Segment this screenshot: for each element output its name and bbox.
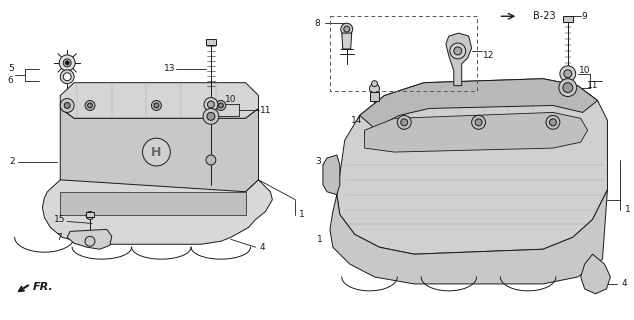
Circle shape — [152, 100, 162, 110]
Text: 3: 3 — [315, 157, 321, 166]
Polygon shape — [342, 33, 352, 49]
Polygon shape — [337, 79, 607, 254]
Text: 12: 12 — [483, 52, 494, 60]
Text: 2: 2 — [10, 157, 15, 166]
Circle shape — [450, 43, 466, 59]
Text: B-23: B-23 — [533, 11, 556, 21]
Circle shape — [398, 116, 411, 129]
Circle shape — [550, 119, 557, 126]
Text: FR.: FR. — [32, 282, 53, 292]
Polygon shape — [359, 79, 597, 128]
Circle shape — [207, 112, 215, 120]
Polygon shape — [563, 16, 573, 22]
Text: 11: 11 — [260, 106, 271, 115]
Circle shape — [64, 102, 70, 108]
Circle shape — [63, 73, 71, 81]
Circle shape — [560, 66, 576, 82]
Circle shape — [341, 23, 353, 35]
Text: 10: 10 — [579, 66, 590, 75]
Circle shape — [87, 103, 93, 108]
Circle shape — [546, 116, 560, 129]
Circle shape — [85, 236, 95, 246]
Circle shape — [60, 99, 74, 112]
Circle shape — [85, 100, 95, 110]
Polygon shape — [323, 155, 340, 195]
Polygon shape — [581, 254, 611, 294]
Circle shape — [454, 47, 462, 55]
Text: 4: 4 — [621, 279, 627, 288]
Circle shape — [204, 98, 218, 111]
Text: 7: 7 — [56, 233, 62, 242]
Polygon shape — [370, 92, 380, 100]
Circle shape — [344, 26, 350, 32]
Text: 13: 13 — [164, 64, 175, 73]
Circle shape — [63, 59, 71, 67]
Polygon shape — [42, 180, 273, 244]
Text: 1: 1 — [317, 235, 323, 244]
Text: 11: 11 — [587, 81, 598, 90]
Circle shape — [207, 101, 214, 108]
Circle shape — [143, 138, 171, 166]
Polygon shape — [60, 83, 259, 118]
Circle shape — [154, 103, 159, 108]
Text: 5: 5 — [8, 64, 13, 73]
Circle shape — [203, 108, 219, 124]
Circle shape — [59, 55, 75, 71]
Polygon shape — [330, 190, 607, 284]
Text: H: H — [152, 146, 162, 159]
Circle shape — [218, 103, 223, 108]
Polygon shape — [206, 39, 216, 45]
Circle shape — [564, 70, 572, 78]
Circle shape — [475, 119, 482, 126]
Polygon shape — [365, 112, 588, 152]
Text: 6: 6 — [8, 76, 13, 85]
Polygon shape — [60, 192, 245, 214]
Text: 4: 4 — [260, 243, 265, 252]
Text: 15: 15 — [53, 215, 65, 224]
Circle shape — [563, 83, 573, 92]
Polygon shape — [60, 108, 259, 192]
Circle shape — [65, 61, 69, 65]
Polygon shape — [446, 33, 472, 86]
Text: 8: 8 — [314, 19, 320, 28]
Text: 1: 1 — [625, 205, 631, 214]
Circle shape — [372, 81, 377, 87]
Text: 10: 10 — [225, 95, 236, 104]
Circle shape — [472, 116, 486, 129]
Circle shape — [370, 84, 380, 93]
Circle shape — [86, 212, 94, 220]
Text: 1: 1 — [299, 210, 305, 219]
Circle shape — [216, 100, 226, 110]
Text: 14: 14 — [351, 116, 363, 125]
Circle shape — [401, 119, 408, 126]
Circle shape — [206, 155, 216, 165]
Circle shape — [559, 79, 577, 97]
Polygon shape — [86, 212, 94, 218]
Circle shape — [60, 70, 74, 84]
Text: 9: 9 — [582, 12, 588, 21]
Polygon shape — [67, 229, 112, 249]
